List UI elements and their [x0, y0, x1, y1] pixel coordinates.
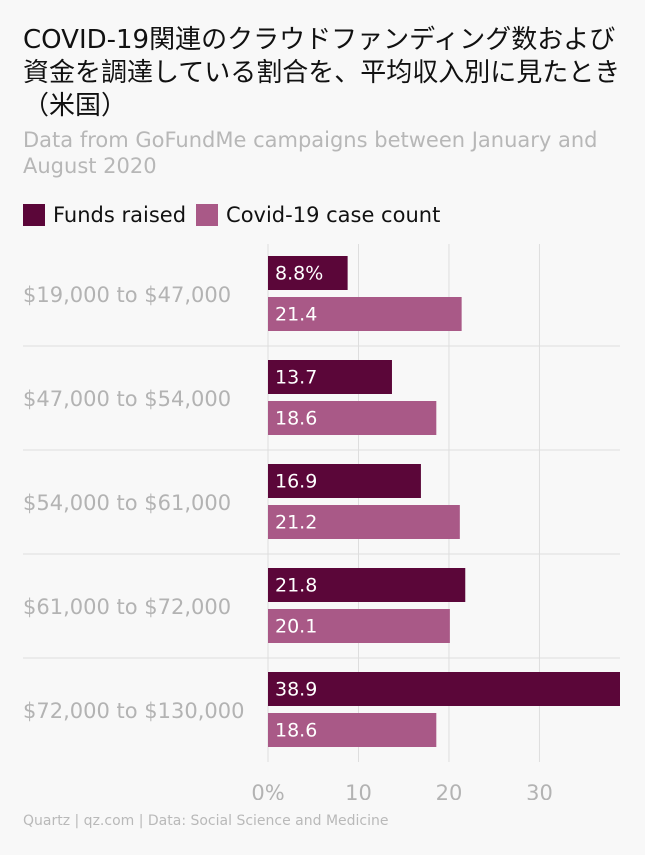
- bar-value-label: 20.1: [275, 616, 317, 638]
- cases-bar: [268, 713, 437, 747]
- legend-label-funds: Funds raised: [53, 203, 187, 227]
- category-label: $54,000 to $61,000: [23, 491, 231, 515]
- bar-chart: $19,000 to $47,000 8.8% 21.4 $47,000 to $54…: [23, 244, 620, 800]
- category-label: $72,000 to $130,000: [23, 699, 244, 723]
- funds-bar: [268, 464, 421, 498]
- bar-value-label: 13.7: [275, 367, 317, 389]
- category-label: $47,000 to $54,000: [23, 387, 231, 411]
- cases-bar: [268, 505, 460, 539]
- cases-bar: [268, 401, 437, 435]
- category-label: $61,000 to $72,000: [23, 595, 231, 619]
- x-tick-label: 10: [345, 781, 372, 800]
- bar-value-label: 18.6: [275, 720, 317, 742]
- funds-bar: [268, 568, 466, 602]
- funds-bar: [268, 256, 348, 290]
- x-tick-label: 0%: [251, 781, 284, 800]
- bar-value-label: 16.9: [275, 471, 317, 493]
- cases-bar: [268, 609, 450, 643]
- legend-item-cases: Covid-19 case count: [196, 203, 440, 227]
- legend-swatch-funds: [23, 204, 45, 226]
- funds-bar: [268, 360, 392, 394]
- category-label: $19,000 to $47,000: [23, 283, 231, 307]
- chart-title: COVID-19関連のクラウドファンディング数および資金を調達している割合を、平…: [23, 25, 621, 121]
- legend: Funds raised Covid-19 case count: [23, 203, 450, 227]
- bar-value-label: 18.6: [275, 408, 317, 430]
- legend-item-funds: Funds raised: [23, 203, 186, 227]
- legend-label-cases: Covid-19 case count: [226, 203, 441, 227]
- x-tick-label: 20: [436, 781, 463, 800]
- funds-bar: [268, 672, 620, 706]
- cases-bar: [268, 297, 462, 331]
- bar-value-label: 21.2: [275, 512, 317, 534]
- source-footer: Quartz | qz.com | Data: Social Science a…: [23, 813, 389, 829]
- bar-value-label: 38.9: [275, 679, 317, 701]
- chart-subtitle: Data from GoFundMe campaigns between Jan…: [23, 128, 598, 178]
- bar-value-label: 8.8%: [275, 263, 323, 285]
- legend-swatch-cases: [196, 204, 219, 226]
- x-tick-label: 30: [526, 781, 553, 800]
- bar-value-label: 21.8: [275, 575, 317, 597]
- bar-value-label: 21.4: [275, 304, 317, 326]
